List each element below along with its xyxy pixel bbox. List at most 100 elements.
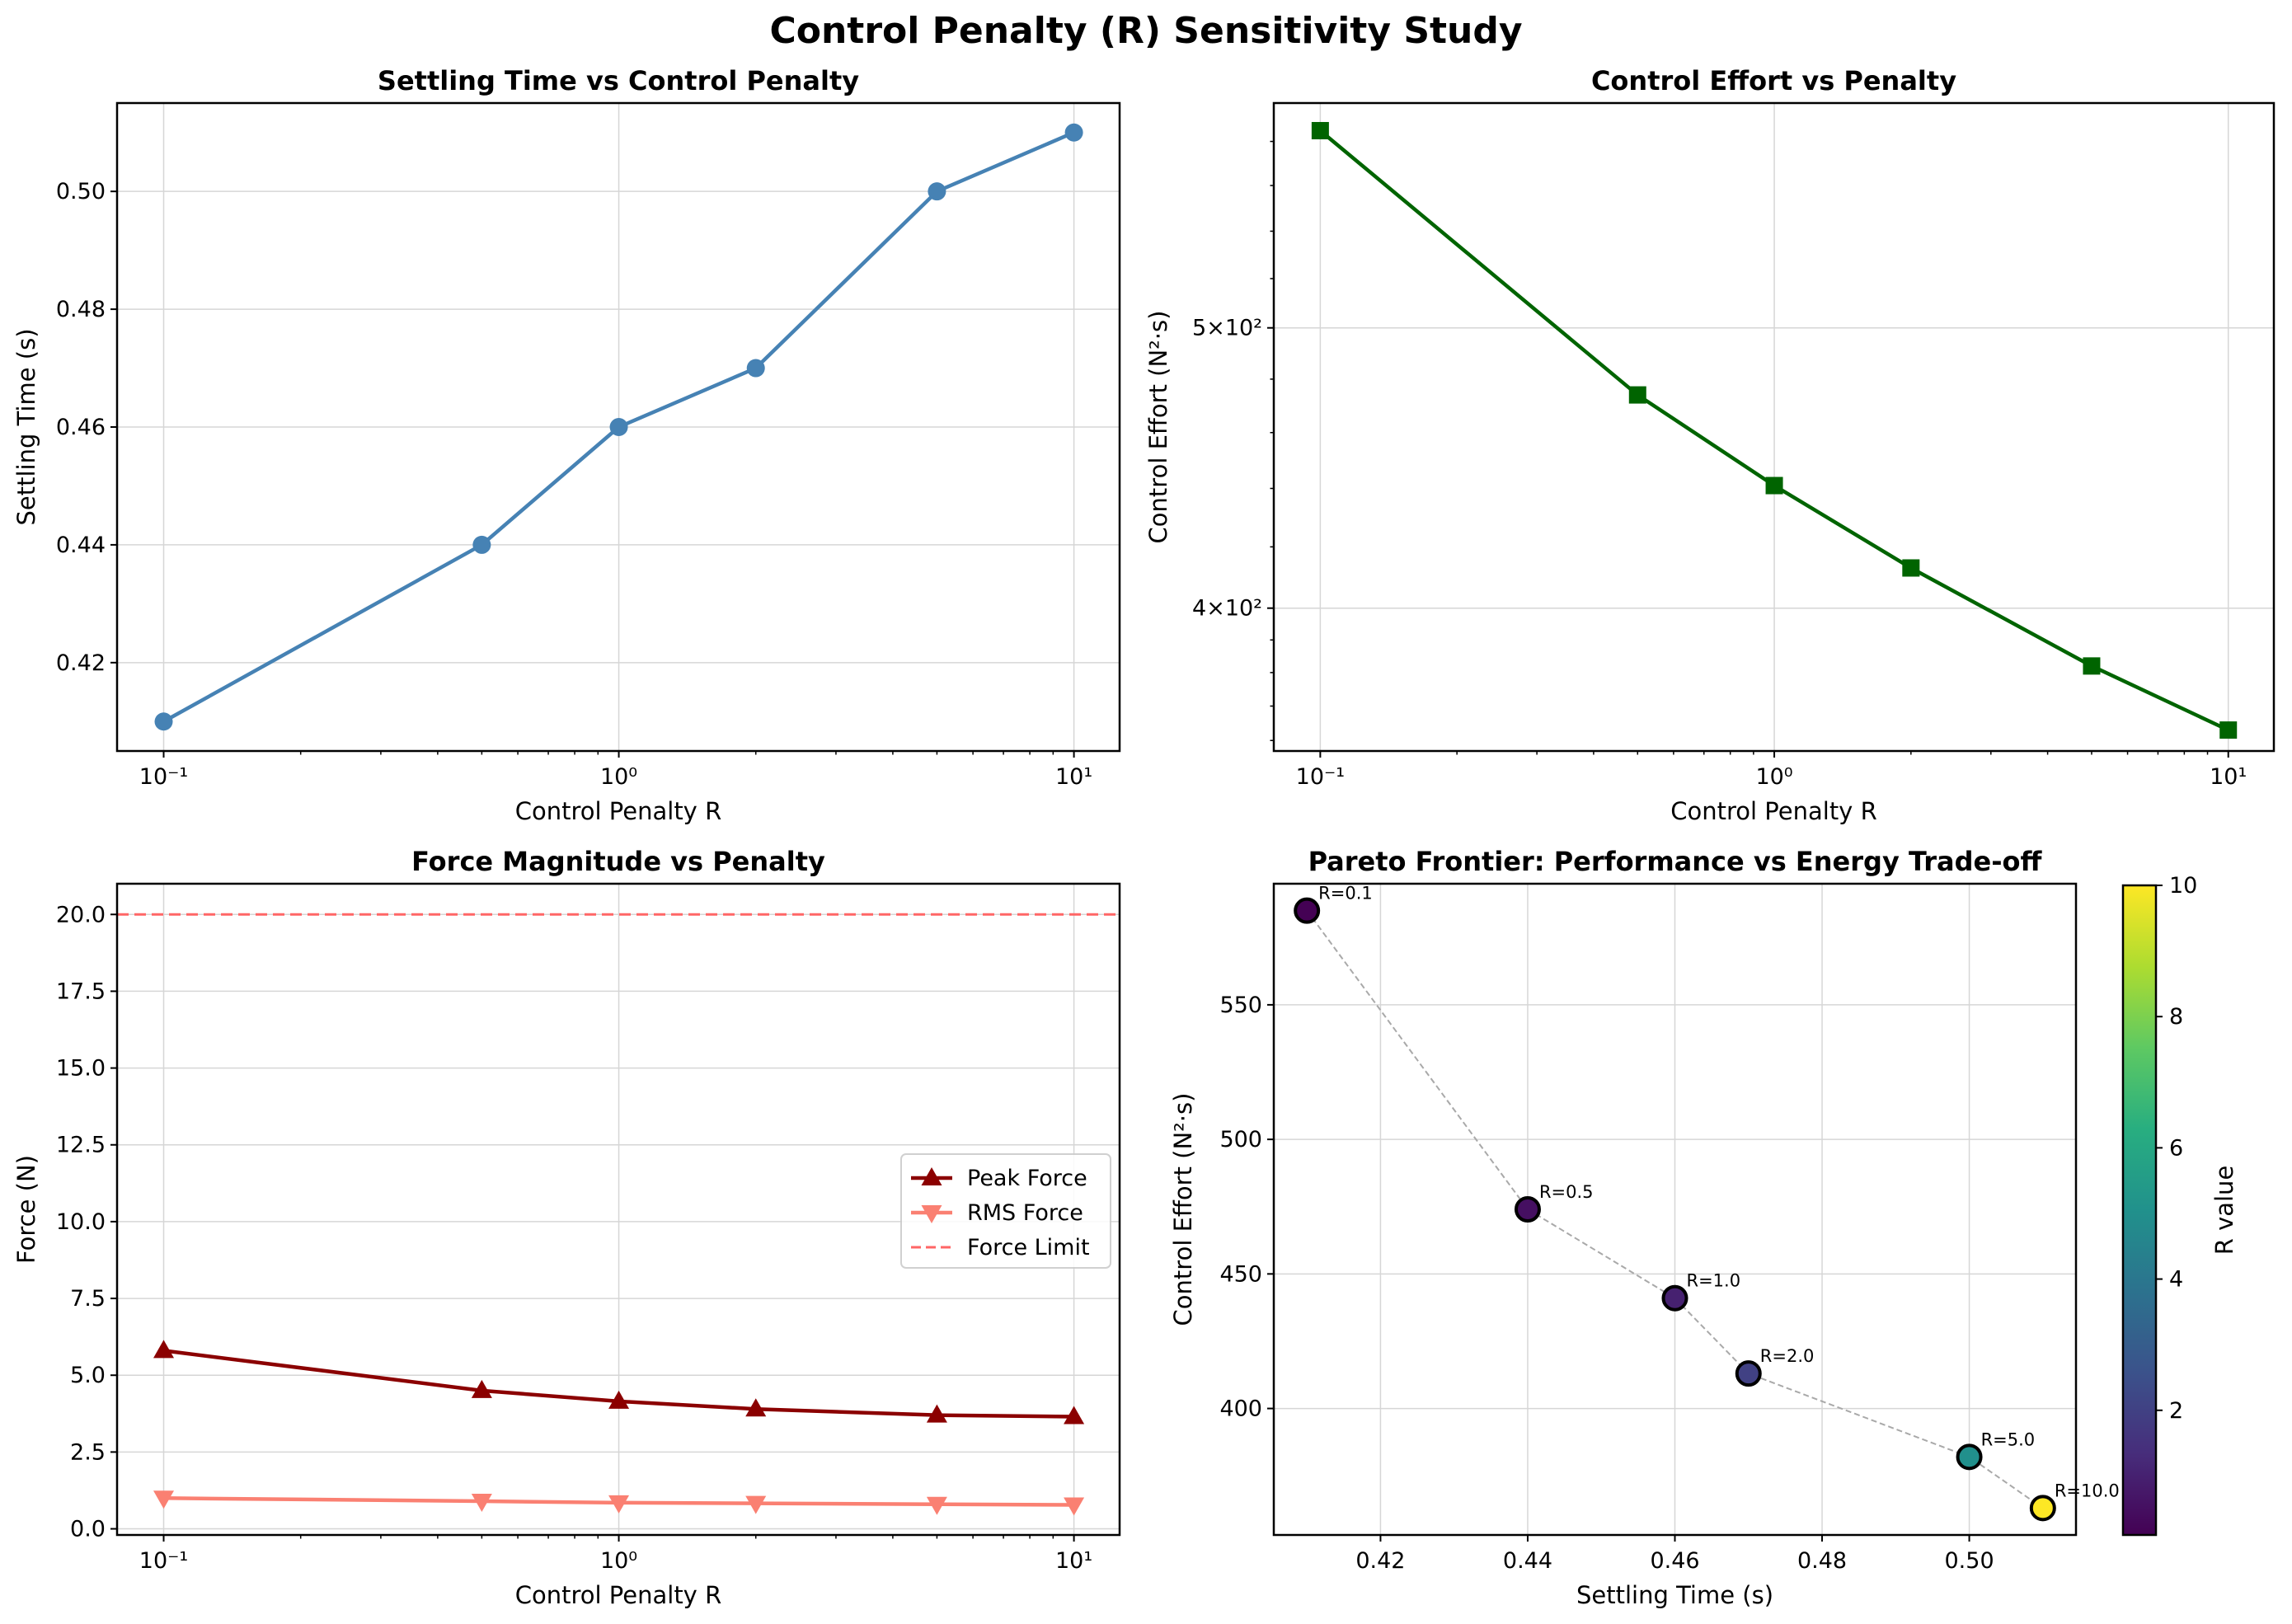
- data-point: [1064, 1406, 1085, 1425]
- point-label: R=0.5: [1539, 1182, 1594, 1202]
- chart-panel-1: 10⁻¹ 10⁰ 10¹ 0.42 0.44 0.46 0.48 0.50 Settling T…: [12, 65, 1121, 825]
- x-tick-label: 0.46: [1650, 1548, 1699, 1574]
- y-tick-label: 5×10²: [1192, 316, 1262, 341]
- y-axis-label: Control Effort (N²·s): [1144, 311, 1172, 544]
- series-line: [163, 1349, 1074, 1419]
- pareto-point: [1294, 897, 1321, 924]
- x-tick-label: 10⁰: [600, 764, 637, 790]
- data-point: [746, 359, 765, 378]
- data-point: [608, 1390, 630, 1409]
- y-tick-label: 4×10²: [1192, 596, 1262, 622]
- y-tick-label: 20.0: [56, 902, 106, 927]
- legend-label: Force Limit: [967, 1235, 1090, 1260]
- chart-panel-3: 10⁻¹ 10⁰ 10¹ 0.0 2.5 5.0 7.5 10.0 12.5 15.0 17.5 20…: [12, 846, 1121, 1609]
- data-point: [472, 535, 491, 554]
- y-axis-label: Control Effort (N²·s): [1169, 1093, 1197, 1326]
- x-tick-label: 10¹: [1055, 1548, 1092, 1574]
- x-tick-label: 10⁻¹: [139, 1548, 188, 1574]
- series-line: [162, 130, 1075, 724]
- y-tick-label: 550: [1219, 993, 1262, 1018]
- data-point: [471, 1379, 492, 1398]
- colorbar: 2 4 6 8 10 R value: [2121, 873, 2238, 1537]
- y-tick-label: 7.5: [70, 1286, 106, 1312]
- panel-title: Settling Time vs Control Penalty: [378, 65, 859, 96]
- data-point: [471, 1494, 492, 1513]
- data-point: [2083, 657, 2101, 675]
- data-point: [1064, 123, 1083, 142]
- colorbar-tick-label: 4: [2169, 1267, 2183, 1293]
- y-tick-label: 15.0: [56, 1056, 106, 1082]
- y-tick-label: 10.0: [56, 1209, 106, 1235]
- axes-frame: [1272, 882, 2078, 1537]
- colorbar-frame: [2121, 884, 2158, 1537]
- y-tick-label: 2.5: [70, 1439, 106, 1465]
- pareto-point: [1735, 1360, 1762, 1387]
- legend: Peak Force RMS Force Force Limit: [900, 1153, 1111, 1269]
- data-point: [926, 1404, 947, 1423]
- legend-label: Peak Force: [967, 1166, 1087, 1191]
- y-tick-label: 0.46: [56, 415, 106, 440]
- panel-title: Force Magnitude vs Penalty: [411, 846, 825, 877]
- data-point: [928, 182, 946, 201]
- y-tick-label: 400: [1219, 1396, 1262, 1422]
- x-tick-label: 0.44: [1503, 1548, 1552, 1574]
- point-label: R=10.0: [2055, 1481, 2120, 1500]
- chart-panel-4: 0.42 0.44 0.46 0.48 0.50 400 450 500 550 Pareto F…: [1169, 846, 2238, 1609]
- data-point: [154, 712, 173, 731]
- y-tick-label: 0.48: [56, 297, 106, 322]
- data-point: [2219, 721, 2238, 739]
- point-label: R=2.0: [1760, 1346, 1815, 1366]
- colorbar-tick-label: 6: [2169, 1135, 2183, 1161]
- y-tick-label: 500: [1219, 1127, 1262, 1152]
- x-tick-label: 10¹: [1055, 764, 1092, 790]
- colorbar-tick-label: 2: [2169, 1398, 2183, 1424]
- data-point: [1064, 1497, 1085, 1516]
- data-point: [609, 418, 628, 436]
- data-point: [1628, 386, 1646, 404]
- y-tick-label: 0.0: [70, 1517, 106, 1542]
- legend-box: [900, 1153, 1111, 1269]
- axes-frame: [115, 101, 1121, 753]
- y-tick-label: 0.44: [56, 533, 106, 558]
- axes-frame: [115, 882, 1121, 1537]
- data-point: [608, 1495, 630, 1514]
- data-point: [1765, 476, 1783, 495]
- x-tick-label: 10⁰: [1755, 764, 1792, 790]
- pareto-point: [2029, 1495, 2056, 1522]
- data-point: [745, 1495, 767, 1514]
- pareto-line: [1306, 910, 2044, 1509]
- x-tick-label: 10¹: [2210, 764, 2247, 790]
- y-tick-label: 0.50: [56, 179, 106, 204]
- data-point: [745, 1398, 767, 1417]
- pareto-point: [1661, 1284, 1688, 1312]
- pareto-point: [1514, 1196, 1541, 1223]
- y-axis-label: Settling Time (s): [12, 328, 40, 525]
- point-label: R=1.0: [1687, 1271, 1741, 1291]
- x-axis-label: Control Penalty R: [1670, 797, 1876, 825]
- x-axis-label: Control Penalty R: [515, 1581, 721, 1609]
- series-line: [1318, 129, 2229, 732]
- x-tick-label: 10⁰: [600, 1548, 637, 1574]
- x-tick-label: 10⁻¹: [139, 764, 188, 790]
- legend-marker: [921, 1205, 942, 1223]
- figure-title: Control Penalty (R) Sensitivity Study: [769, 10, 1522, 52]
- y-tick-label: 0.42: [56, 650, 106, 676]
- y-tick-label: 5.0: [70, 1363, 106, 1388]
- series-line: [163, 1496, 1074, 1507]
- panel-title: Control Effort vs Penalty: [1591, 65, 1956, 96]
- y-axis-label: Force (N): [12, 1155, 40, 1264]
- chart-panel-2: 10⁻¹ 10⁰ 10¹ 4×10² 5×10² Control Effort vs Pe…: [1144, 65, 2276, 825]
- axes-frame: [1272, 101, 2276, 753]
- x-axis-label: Control Penalty R: [515, 797, 721, 825]
- pareto-point: [1956, 1443, 1983, 1471]
- colorbar-tick-label: 10: [2169, 873, 2197, 899]
- y-tick-label: 17.5: [56, 979, 106, 1004]
- y-tick-label: 12.5: [56, 1133, 106, 1158]
- point-label: R=5.0: [1981, 1429, 2036, 1449]
- data-point: [1311, 121, 1329, 139]
- y-tick-label: 450: [1219, 1261, 1262, 1287]
- x-tick-label: 0.48: [1797, 1548, 1847, 1574]
- data-point: [926, 1496, 947, 1515]
- legend-marker: [921, 1167, 942, 1185]
